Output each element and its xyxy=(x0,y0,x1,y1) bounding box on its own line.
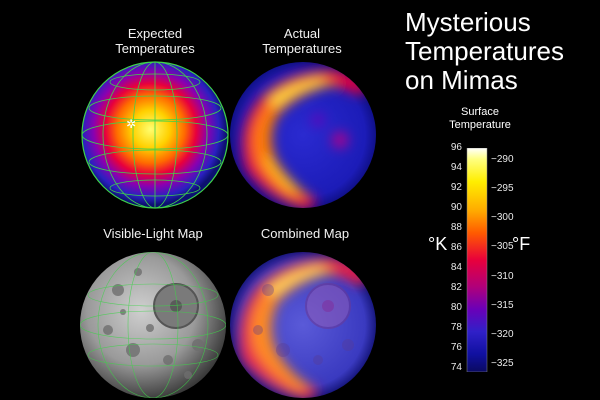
title-line2: Temperatures xyxy=(405,36,564,66)
expected-label-line1: Expected xyxy=(127,26,183,41)
kelvin-tick-label: 88 xyxy=(450,222,462,233)
kelvin-tick-label: 76 xyxy=(450,342,462,353)
kelvin-tick-label: 92 xyxy=(450,182,462,193)
fahrenheit-tick-label: −320 xyxy=(491,328,514,340)
fahrenheit-tick-label: −300 xyxy=(491,212,514,224)
fahrenheit-tick-label: −325 xyxy=(491,358,514,369)
color-scale-bar xyxy=(466,148,488,372)
expected-label-line2: Temperatures xyxy=(115,41,195,56)
visible-light-globe xyxy=(80,252,226,398)
fahrenheit-tick-label: −315 xyxy=(491,299,514,311)
kelvin-tick-label: 84 xyxy=(450,262,462,273)
scale-title-line2: Temperature xyxy=(449,119,511,131)
kelvin-unit: °K xyxy=(428,234,448,254)
fahrenheit-tick-label: −310 xyxy=(491,270,514,282)
subsolar-star-icon: ✲ xyxy=(126,117,136,131)
kelvin-tick-label: 94 xyxy=(450,162,462,173)
title-line1: Mysterious xyxy=(405,7,531,37)
actual-label-line1: Actual xyxy=(283,26,321,41)
kelvin-tick-label: 96 xyxy=(450,142,462,153)
actual-temperatures-globe xyxy=(230,62,376,208)
scale-title-line1: Surface xyxy=(461,106,499,118)
expected-temperatures-globe: ✲ xyxy=(81,61,229,209)
fahrenheit-tick-label: −305 xyxy=(491,241,514,253)
kelvin-tick-label: 74 xyxy=(450,362,462,373)
kelvin-tick-label: 80 xyxy=(450,302,462,313)
title-line3: on Mimas xyxy=(405,65,518,95)
fahrenheit-unit: °F xyxy=(512,234,531,254)
figure-title: Mysterious Temperatures on Mimas xyxy=(405,8,564,95)
expected-temperatures-label: Expected Temperatures xyxy=(95,26,215,56)
combined-map-label: Combined Map xyxy=(260,226,350,241)
kelvin-tick-label: 86 xyxy=(450,242,462,253)
combined-map-globe xyxy=(230,252,376,398)
visible-light-map-label: Visible-Light Map xyxy=(103,226,203,241)
fahrenheit-tick-label: −295 xyxy=(491,183,514,195)
actual-label-line2: Temperatures xyxy=(262,41,342,56)
scale-title: Surface Temperature xyxy=(430,106,530,132)
kelvin-tick-label: 82 xyxy=(450,282,462,293)
kelvin-tick-label: 78 xyxy=(450,322,462,333)
fahrenheit-tick-label: −290 xyxy=(491,154,514,165)
kelvin-tick-label: 90 xyxy=(450,202,462,213)
actual-temperatures-label: Actual Temperatures xyxy=(242,26,362,56)
